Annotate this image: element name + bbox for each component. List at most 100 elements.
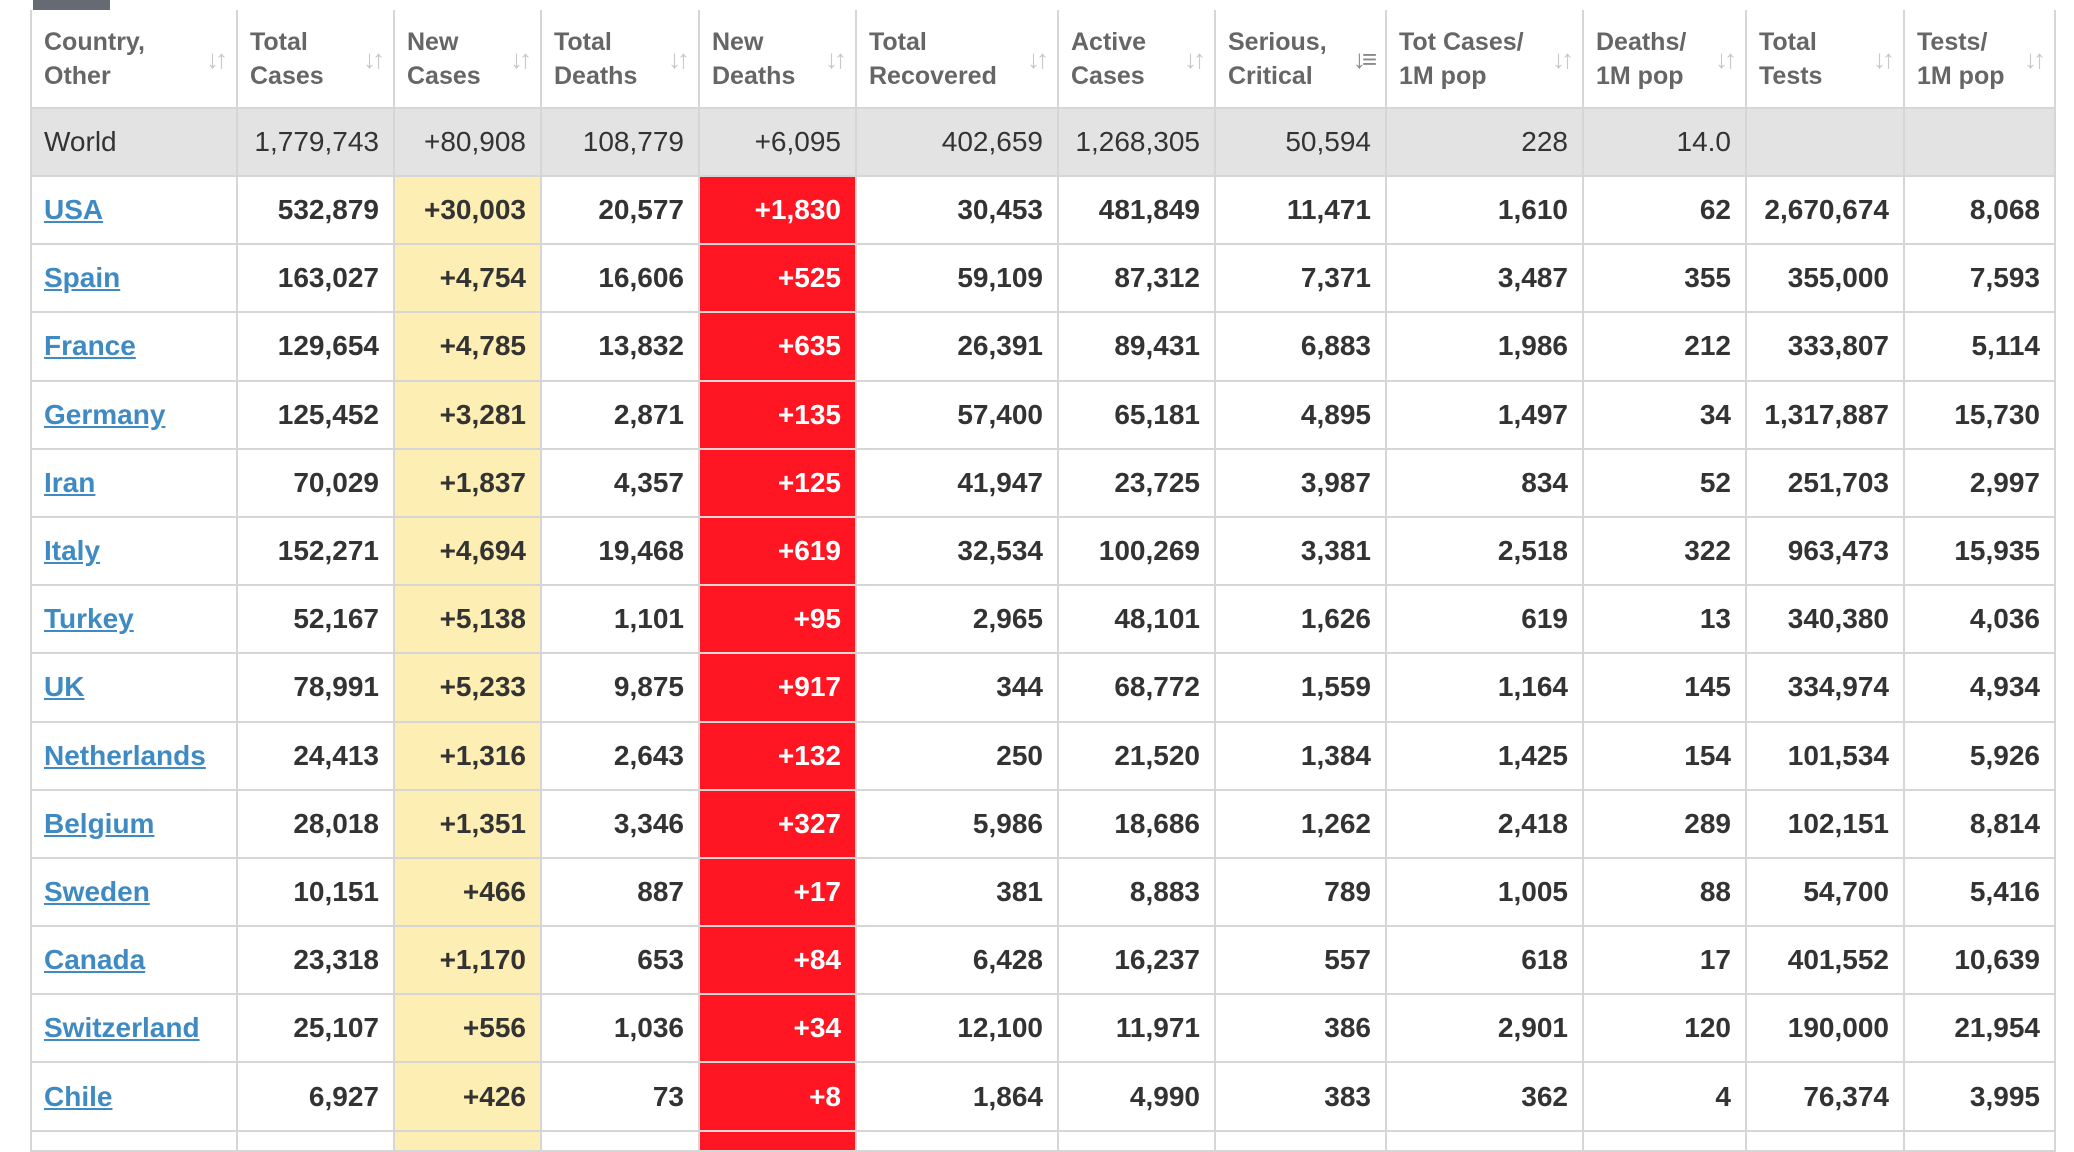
country-link[interactable]: Switzerland (44, 1012, 200, 1044)
cell-tests-per-1m: 8,814 (1903, 788, 2056, 859)
table-row: Chile 6,927 +426 73 +8 1,864 4,990 383 362 4 76,37… (30, 1061, 2056, 1132)
cell-total-tests: 1,317,887 (1745, 379, 1905, 450)
cell-tests-per-1m: 5,416 (1903, 856, 2056, 928)
cell-country: Spain (30, 243, 238, 314)
cell-total-deaths: 4,357 (540, 447, 700, 518)
column-header-total-deaths[interactable]: Total Deaths ↓↑ (540, 10, 700, 109)
cell-total-recovered: 59,109 (855, 243, 1059, 314)
country-link[interactable]: Belgium (44, 807, 155, 839)
sort-arrows-icon[interactable]: ↓↑ (2024, 43, 2046, 74)
cell-tests-per-1m: 8,068 (1903, 174, 2056, 246)
cell-serious-critical: 789 (1214, 856, 1387, 928)
cell-total-tests: 102,151 (1745, 788, 1905, 859)
cell-tot-cases-per-1m: 2,901 (1385, 993, 1584, 1064)
column-header-serious-critical[interactable]: Serious, Critical ↓≡ (1214, 10, 1387, 109)
cell-active-cases: 1,268,305 (1057, 107, 1216, 177)
sort-arrows-icon[interactable]: ↓↑ (1873, 43, 1895, 74)
cell-total-deaths: 19,468 (540, 515, 700, 587)
column-header-new-deaths[interactable]: New Deaths ↓↑ (698, 10, 857, 109)
cell-deaths-per-1m: 17 (1582, 925, 1747, 996)
cell-tests-per-1m: 4,934 (1903, 652, 2056, 723)
cell-deaths-per-1m: 4 (1582, 1061, 1747, 1132)
country-link[interactable]: UK (44, 671, 85, 703)
column-header-total-recovered[interactable]: Total Recovered ↓↑ (855, 10, 1059, 109)
column-header-label: Total (250, 27, 308, 56)
column-header-label: Cases (1071, 61, 1145, 90)
cell-tot-cases-per-1m: 1,164 (1385, 652, 1584, 723)
column-header-total-tests[interactable]: Total Tests ↓↑ (1745, 10, 1905, 109)
column-header-label: Active (1071, 27, 1147, 56)
cell-active-cases: 18,686 (1057, 788, 1216, 859)
cell-total-deaths (540, 1129, 700, 1152)
column-header-tests-per-1m[interactable]: Tests/1M pop ↓↑ (1903, 10, 2056, 109)
sort-arrows-icon[interactable]: ↓↑ (1715, 43, 1737, 74)
country-link[interactable]: Italy (44, 535, 101, 567)
sort-arrows-icon[interactable]: ↓↑ (825, 43, 847, 74)
cell-total-recovered: 381 (855, 856, 1059, 928)
cell-deaths-per-1m: 14.0 (1582, 107, 1747, 177)
column-header-country[interactable]: Country, Other ↓↑ (30, 10, 238, 109)
column-header-total-cases[interactable]: Total Cases ↓↑ (236, 10, 395, 109)
country-link[interactable]: USA (44, 194, 104, 226)
cell-total-recovered: 2,965 (855, 584, 1059, 655)
cell-active-cases: 4,990 (1057, 1061, 1216, 1132)
country-link[interactable]: Canada (44, 944, 146, 976)
cell-active-cases: 8,883 (1057, 856, 1216, 928)
cell-total-tests: 334,974 (1745, 652, 1905, 723)
sort-arrows-icon[interactable]: ↓↑ (206, 43, 228, 74)
column-header-active-cases[interactable]: Active Cases ↓↑ (1057, 10, 1216, 109)
cell-serious-critical: 383 (1214, 1061, 1387, 1132)
table-row (30, 1129, 2056, 1152)
cell-total-tests: 251,703 (1745, 447, 1905, 518)
country-link[interactable]: Turkey (44, 603, 134, 635)
cell-new-deaths: +125 (698, 447, 857, 518)
cell-new-deaths: +619 (698, 515, 857, 587)
cell-new-cases: +4,785 (393, 311, 542, 382)
cell-total-recovered: 30,453 (855, 174, 1059, 246)
sort-arrows-icon[interactable]: ↓↑ (1552, 43, 1574, 74)
cell-new-deaths: +132 (698, 720, 857, 791)
cell-serious-critical: 1,384 (1214, 720, 1387, 791)
column-header-label: Recovered (869, 61, 997, 90)
tab-indicator[interactable] (33, 0, 110, 10)
column-header-label: Tests (1759, 61, 1823, 90)
country-link[interactable]: Sweden (44, 875, 150, 907)
country-link[interactable]: Spain (44, 262, 121, 294)
table-row: Netherlands 24,413 +1,316 2,643 +132 250 21,52… (30, 720, 2056, 791)
sort-arrows-icon[interactable]: ↓↑ (510, 43, 532, 74)
cell-new-cases: +4,754 (393, 243, 542, 314)
cell-total-deaths: 3,346 (540, 788, 700, 859)
cell-tests-per-1m: 7,593 (1903, 243, 2056, 314)
sort-arrows-icon[interactable]: ↓↑ (1027, 43, 1049, 74)
country-link[interactable]: France (44, 330, 136, 362)
cell-tot-cases-per-1m: 1,425 (1385, 720, 1584, 791)
column-header-deaths-per-1m[interactable]: Deaths/1M pop ↓↑ (1582, 10, 1747, 109)
sort-arrows-icon[interactable]: ↓↑ (1184, 43, 1206, 74)
sort-arrows-icon[interactable]: ↓↑ (363, 43, 385, 74)
cell-tot-cases-per-1m: 1,986 (1385, 311, 1584, 382)
cell-total-cases: 6,927 (236, 1061, 395, 1132)
cell-active-cases: 89,431 (1057, 311, 1216, 382)
country-link[interactable]: Chile (44, 1080, 113, 1112)
sort-arrows-icon[interactable]: ↓↑ (668, 43, 690, 74)
cell-tests-per-1m (1903, 1129, 2056, 1152)
column-header-new-cases[interactable]: New Cases ↓↑ (393, 10, 542, 109)
cell-new-cases: +1,837 (393, 447, 542, 518)
cell-serious-critical: 386 (1214, 993, 1387, 1064)
cell-new-deaths: +34 (698, 993, 857, 1064)
cell-deaths-per-1m (1582, 1129, 1747, 1152)
column-header-tot-cases-per-1m[interactable]: Tot Cases/1M pop ↓↑ (1385, 10, 1584, 109)
country-link[interactable]: Iran (44, 466, 96, 498)
cell-total-recovered: 26,391 (855, 311, 1059, 382)
country-link[interactable]: Germany (44, 398, 166, 430)
cell-tot-cases-per-1m: 619 (1385, 584, 1584, 655)
sort-descending-icon[interactable]: ↓≡ (1352, 43, 1377, 74)
cell-total-cases: 70,029 (236, 447, 395, 518)
column-header-label: Total (869, 27, 927, 56)
cell-total-cases: 78,991 (236, 652, 395, 723)
cell-total-deaths: 2,643 (540, 720, 700, 791)
cell-total-tests: 190,000 (1745, 993, 1905, 1064)
cell-total-cases: 125,452 (236, 379, 395, 450)
column-header-label: Cases (250, 61, 324, 90)
country-link[interactable]: Netherlands (44, 739, 206, 771)
